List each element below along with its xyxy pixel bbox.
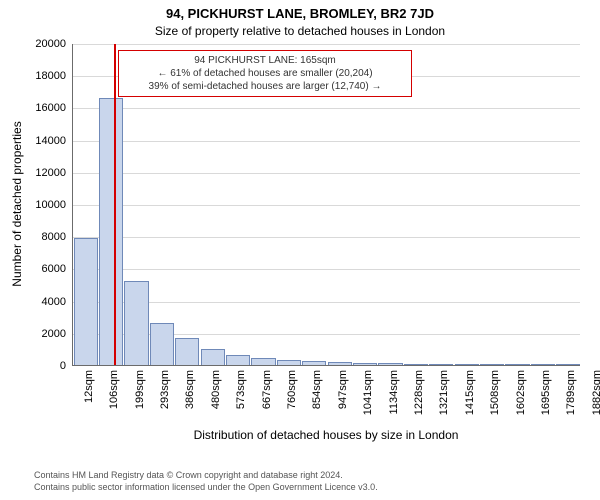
bar (251, 358, 275, 365)
x-tick-label: 12sqm (83, 370, 95, 422)
x-tick-label: 1508sqm (489, 370, 501, 422)
x-tick-label: 293sqm (159, 370, 171, 422)
grid-line (73, 302, 580, 303)
x-tick-label: 760sqm (286, 370, 298, 422)
grid-line (73, 269, 580, 270)
grid-line (73, 108, 580, 109)
bar (328, 362, 352, 365)
x-tick-label: 1228sqm (413, 370, 425, 422)
x-tick-label: 106sqm (108, 370, 120, 422)
bar (378, 363, 402, 365)
x-tick-label: 1321sqm (438, 370, 450, 422)
y-tick-label: 6000 (22, 263, 66, 275)
x-axis-title: Distribution of detached houses by size … (72, 428, 580, 442)
bar (74, 238, 98, 365)
bar (226, 355, 250, 365)
chart-subtitle: Size of property relative to detached ho… (0, 24, 600, 38)
y-tick-label: 2000 (22, 328, 66, 340)
x-tick-label: 1695sqm (540, 370, 552, 422)
bar (556, 364, 580, 365)
bar (480, 364, 504, 365)
x-tick-label: 386sqm (184, 370, 196, 422)
grid-line (73, 173, 580, 174)
chart-container: 94, PICKHURST LANE, BROMLEY, BR2 7JD Siz… (0, 0, 600, 500)
bar (175, 338, 199, 365)
grid-line (73, 44, 580, 45)
bar (531, 364, 555, 365)
x-tick-label: 199sqm (134, 370, 146, 422)
bar (99, 98, 123, 365)
bar (124, 281, 148, 365)
annotation-line: 94 PICKHURST LANE: 165sqm (122, 54, 408, 67)
y-tick-label: 12000 (22, 167, 66, 179)
bar (277, 360, 301, 365)
bar (455, 364, 479, 365)
grid-line (73, 237, 580, 238)
y-tick-label: 14000 (22, 135, 66, 147)
bar (150, 323, 174, 365)
x-tick-label: 667sqm (261, 370, 273, 422)
y-tick-label: 20000 (22, 38, 66, 50)
x-tick-label: 854sqm (311, 370, 323, 422)
grid-line (73, 205, 580, 206)
x-tick-label: 1602sqm (515, 370, 527, 422)
x-tick-label: 1789sqm (565, 370, 577, 422)
annotation-line: 39% of semi-detached houses are larger (… (122, 80, 408, 93)
bar (302, 361, 326, 365)
y-tick-label: 16000 (22, 102, 66, 114)
chart-title: 94, PICKHURST LANE, BROMLEY, BR2 7JD (0, 6, 600, 21)
bar (353, 363, 377, 365)
bar (505, 364, 529, 365)
y-tick-label: 0 (22, 360, 66, 372)
bar (201, 349, 225, 365)
y-tick-label: 4000 (22, 296, 66, 308)
x-tick-label: 1041sqm (362, 370, 374, 422)
x-tick-label: 1882sqm (591, 370, 600, 422)
x-tick-label: 1415sqm (464, 370, 476, 422)
x-tick-label: 947sqm (337, 370, 349, 422)
bar (429, 364, 453, 365)
y-tick-label: 10000 (22, 199, 66, 211)
annotation-line: ← 61% of detached houses are smaller (20… (122, 67, 408, 80)
x-tick-label: 573sqm (235, 370, 247, 422)
attribution-line-2: Contains public sector information licen… (34, 482, 600, 494)
attribution: Contains HM Land Registry data © Crown c… (0, 470, 600, 493)
x-tick-label: 480sqm (210, 370, 222, 422)
y-tick-label: 18000 (22, 70, 66, 82)
property-marker-line (114, 44, 116, 365)
annotation-box: 94 PICKHURST LANE: 165sqm← 61% of detach… (118, 50, 412, 97)
bar (404, 364, 428, 365)
x-tick-label: 1134sqm (388, 370, 400, 422)
attribution-line-1: Contains HM Land Registry data © Crown c… (34, 470, 600, 482)
grid-line (73, 141, 580, 142)
y-tick-label: 8000 (22, 231, 66, 243)
